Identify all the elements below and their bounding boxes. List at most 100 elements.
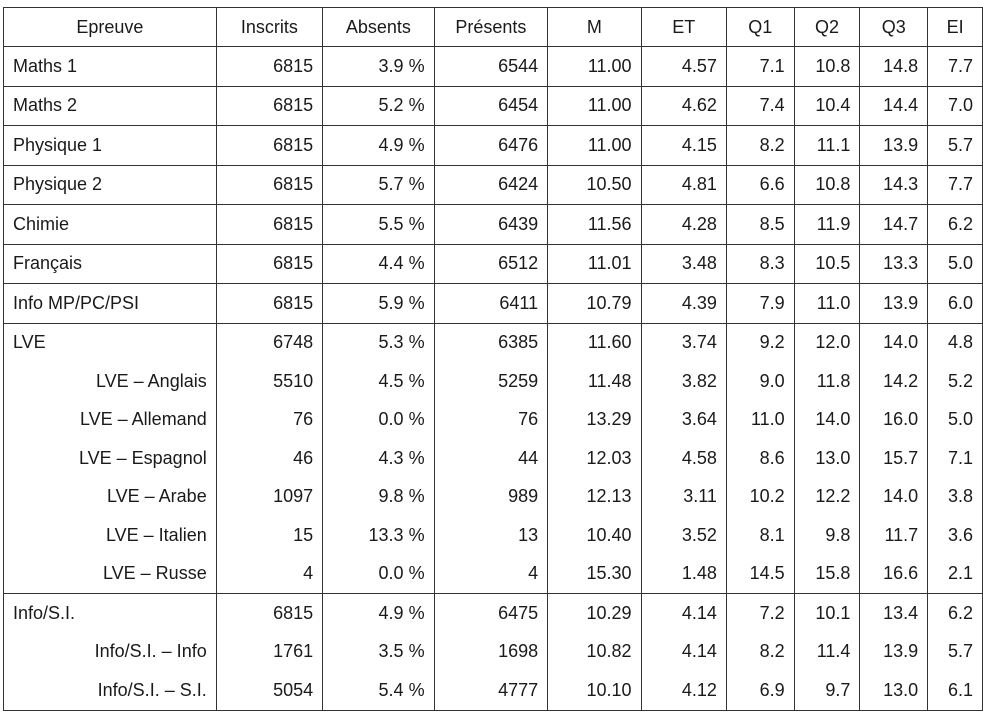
cell-ei: 5.7 bbox=[927, 125, 983, 165]
cell-ei: 7.1 bbox=[927, 439, 983, 478]
table-header: Epreuve Inscrits Absents Présents M ET Q… bbox=[3, 7, 983, 47]
cell-et: 4.14 bbox=[640, 593, 727, 633]
cell-ei: 6.2 bbox=[927, 204, 983, 244]
cell-et: 3.74 bbox=[640, 322, 727, 362]
cell-absents: 4.4 % bbox=[322, 243, 435, 284]
cell-q1: 8.6 bbox=[725, 439, 795, 478]
cell-q3: 13.3 bbox=[859, 243, 929, 284]
cell-et: 4.39 bbox=[640, 283, 727, 323]
cell-absents: 5.9 % bbox=[322, 283, 435, 323]
cell-q2: 9.8 bbox=[793, 516, 861, 555]
cell-q3: 16.0 bbox=[859, 400, 929, 439]
column-header-q2: Q2 bbox=[793, 7, 861, 47]
column-header-et: ET bbox=[640, 7, 727, 47]
cell-q2: 13.0 bbox=[793, 439, 861, 478]
cell-presents: 6454 bbox=[433, 85, 549, 126]
cell-m: 13.29 bbox=[547, 400, 642, 439]
cell-q1: 8.2 bbox=[725, 632, 795, 671]
cell-et: 1.48 bbox=[640, 554, 727, 594]
cell-q1: 7.4 bbox=[725, 85, 795, 126]
cell-q3: 13.4 bbox=[859, 593, 929, 633]
column-header-ei: EI bbox=[927, 7, 983, 47]
column-header-epreuve: Epreuve bbox=[3, 7, 217, 47]
cell-q3: 14.2 bbox=[859, 362, 929, 401]
cell-absents: 5.4 % bbox=[322, 671, 435, 711]
cell-q2: 11.0 bbox=[793, 283, 861, 323]
cell-m: 12.13 bbox=[547, 477, 642, 516]
cell-epreuve: Maths 1 bbox=[3, 46, 217, 86]
cell-absents: 4.3 % bbox=[322, 439, 435, 478]
cell-epreuve: LVE bbox=[3, 322, 217, 362]
cell-epreuve: LVE – Allemand bbox=[3, 400, 217, 439]
cell-inscrits: 1761 bbox=[215, 632, 324, 671]
cell-q3: 14.8 bbox=[859, 46, 929, 86]
cell-presents: 44 bbox=[433, 439, 549, 478]
cell-q3: 14.0 bbox=[859, 477, 929, 516]
cell-et: 3.11 bbox=[640, 477, 727, 516]
cell-epreuve: Physique 2 bbox=[3, 164, 217, 205]
cell-ei: 5.0 bbox=[927, 400, 983, 439]
table-row: LVE 6748 5.3 % 6385 11.60 3.74 9.2 12.0 14.0 4.8 bbox=[3, 322, 983, 362]
cell-absents: 0.0 % bbox=[322, 554, 435, 594]
cell-q3: 14.7 bbox=[859, 204, 929, 244]
cell-et: 4.57 bbox=[640, 46, 727, 86]
cell-inscrits: 6815 bbox=[215, 85, 324, 126]
cell-q1: 6.6 bbox=[725, 164, 795, 205]
cell-et: 4.14 bbox=[640, 632, 727, 671]
cell-m: 11.00 bbox=[547, 85, 642, 126]
column-header-absents: Absents bbox=[322, 7, 435, 47]
cell-epreuve: LVE – Arabe bbox=[3, 477, 217, 516]
cell-ei: 4.8 bbox=[927, 322, 983, 362]
cell-epreuve: LVE – Italien bbox=[3, 516, 217, 555]
cell-presents: 76 bbox=[433, 400, 549, 439]
cell-et: 4.12 bbox=[640, 671, 727, 711]
cell-absents: 0.0 % bbox=[322, 400, 435, 439]
cell-ei: 6.2 bbox=[927, 593, 983, 633]
cell-ei: 7.0 bbox=[927, 85, 983, 126]
cell-absents: 3.5 % bbox=[322, 632, 435, 671]
cell-ei: 5.2 bbox=[927, 362, 983, 401]
table-row: LVE – Arabe 1097 9.8 % 989 12.13 3.11 10.2 12.2… bbox=[3, 477, 983, 516]
column-header-presents: Présents bbox=[433, 7, 549, 47]
cell-epreuve: Physique 1 bbox=[3, 125, 217, 165]
cell-epreuve: LVE – Russe bbox=[3, 554, 217, 594]
cell-epreuve: Info MP/PC/PSI bbox=[3, 283, 217, 323]
table-row: Français 6815 4.4 % 6512 11.01 3.48 8.3 10.5 13.… bbox=[3, 243, 983, 284]
cell-et: 4.28 bbox=[640, 204, 727, 244]
cell-epreuve: Maths 2 bbox=[3, 85, 217, 126]
cell-q3: 16.6 bbox=[859, 554, 929, 594]
cell-presents: 6424 bbox=[433, 164, 549, 205]
cell-q3: 15.7 bbox=[859, 439, 929, 478]
cell-q2: 11.1 bbox=[793, 125, 861, 165]
cell-et: 3.82 bbox=[640, 362, 727, 401]
cell-q1: 8.2 bbox=[725, 125, 795, 165]
table-row: LVE – Allemand 76 0.0 % 76 13.29 3.64 11.0 14.0… bbox=[3, 400, 983, 439]
cell-m: 15.30 bbox=[547, 554, 642, 594]
cell-et: 4.58 bbox=[640, 439, 727, 478]
cell-presents: 6385 bbox=[433, 322, 549, 362]
table-row: Info MP/PC/PSI 6815 5.9 % 6411 10.79 4.39 7.9 1… bbox=[3, 283, 983, 323]
cell-presents: 989 bbox=[433, 477, 549, 516]
cell-presents: 1698 bbox=[433, 632, 549, 671]
cell-m: 10.29 bbox=[547, 593, 642, 633]
cell-q2: 12.0 bbox=[793, 322, 861, 362]
cell-q2: 10.1 bbox=[793, 593, 861, 633]
cell-ei: 3.8 bbox=[927, 477, 983, 516]
cell-m: 11.56 bbox=[547, 204, 642, 244]
cell-inscrits: 6748 bbox=[215, 322, 324, 362]
column-header-m: M bbox=[547, 7, 642, 47]
cell-inscrits: 6815 bbox=[215, 283, 324, 323]
cell-ei: 7.7 bbox=[927, 46, 983, 86]
cell-inscrits: 4 bbox=[215, 554, 324, 594]
cell-q2: 15.8 bbox=[793, 554, 861, 594]
cell-absents: 5.5 % bbox=[322, 204, 435, 244]
cell-absents: 4.9 % bbox=[322, 593, 435, 633]
cell-q3: 13.9 bbox=[859, 632, 929, 671]
cell-q2: 14.0 bbox=[793, 400, 861, 439]
cell-absents: 3.9 % bbox=[322, 46, 435, 86]
cell-inscrits: 6815 bbox=[215, 593, 324, 633]
cell-q1: 9.2 bbox=[725, 322, 795, 362]
cell-m: 10.50 bbox=[547, 164, 642, 205]
cell-inscrits: 6815 bbox=[215, 204, 324, 244]
cell-q3: 13.9 bbox=[859, 125, 929, 165]
